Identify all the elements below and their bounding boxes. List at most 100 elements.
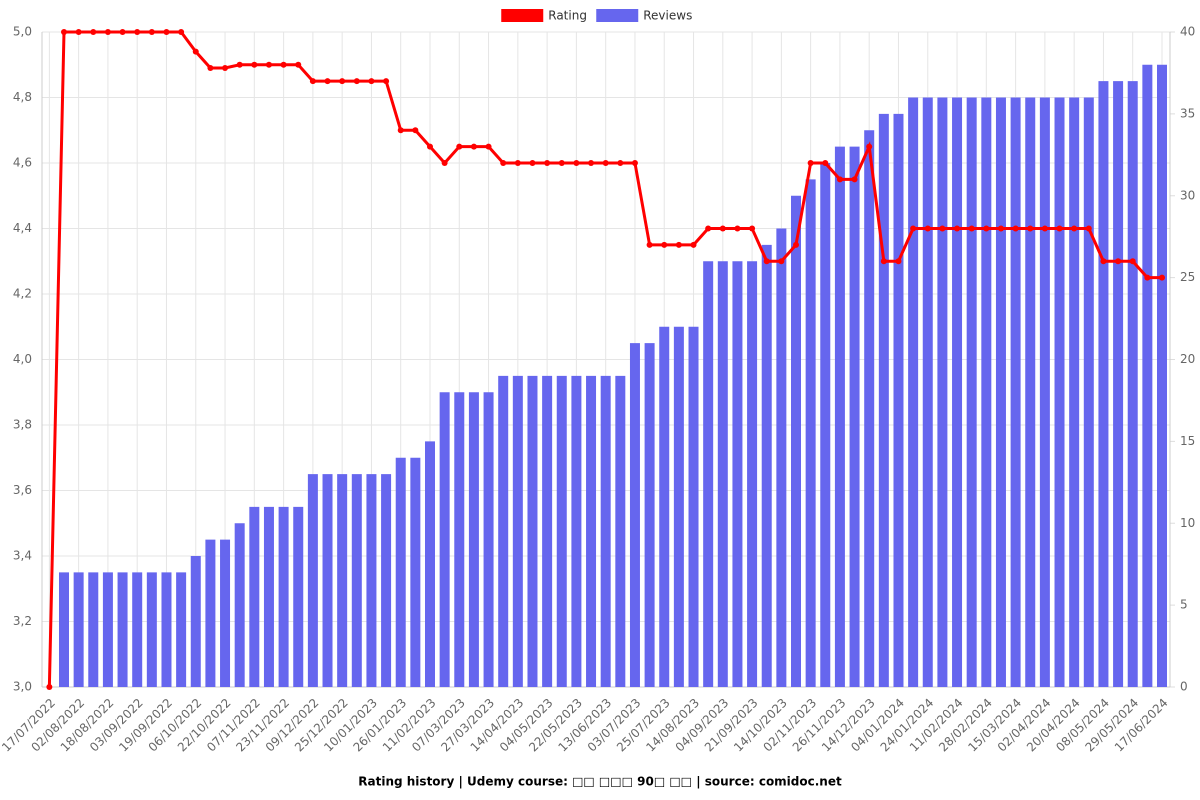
point xyxy=(1056,225,1063,232)
point xyxy=(470,143,477,150)
bar xyxy=(995,97,1006,687)
y2-tick-label: 40 xyxy=(1180,25,1195,39)
y2-tick-label: 30 xyxy=(1180,188,1195,202)
bar xyxy=(1083,97,1094,687)
point xyxy=(1129,258,1136,265)
bar xyxy=(908,97,919,687)
point xyxy=(997,225,1004,232)
point xyxy=(573,160,580,166)
y-tick-label: 3,0 xyxy=(13,680,32,694)
point xyxy=(602,160,609,166)
point xyxy=(968,225,975,232)
bar xyxy=(1054,97,1065,687)
point xyxy=(500,160,507,166)
y2-tick-label: 0 xyxy=(1180,680,1188,694)
point xyxy=(1159,274,1165,281)
bar xyxy=(483,392,494,687)
point xyxy=(119,29,126,35)
point xyxy=(46,684,53,690)
bar xyxy=(102,572,113,687)
point xyxy=(558,160,565,166)
bar xyxy=(161,572,172,687)
point xyxy=(734,225,741,232)
point xyxy=(441,160,448,166)
bar xyxy=(410,457,421,687)
bar xyxy=(205,539,216,687)
point xyxy=(1100,258,1107,265)
point xyxy=(983,225,990,232)
bar xyxy=(527,375,538,687)
point xyxy=(954,225,961,232)
bar xyxy=(1157,64,1167,687)
bar xyxy=(571,375,582,687)
bar xyxy=(600,375,611,687)
point xyxy=(368,78,375,85)
bar xyxy=(629,343,640,687)
bar xyxy=(761,244,772,687)
bar xyxy=(88,572,99,687)
point xyxy=(866,143,873,150)
bar xyxy=(249,506,260,687)
point xyxy=(339,78,346,85)
point xyxy=(1115,258,1122,265)
point xyxy=(104,29,111,35)
point xyxy=(222,65,229,72)
bar xyxy=(922,97,933,687)
bar xyxy=(307,474,318,687)
bar xyxy=(659,326,670,687)
y2-tick-label: 10 xyxy=(1180,516,1195,530)
point xyxy=(90,29,97,35)
bar xyxy=(498,375,509,687)
point xyxy=(1027,225,1034,232)
bar xyxy=(542,375,553,687)
bar xyxy=(864,130,875,687)
bar xyxy=(849,146,860,687)
point xyxy=(661,241,668,248)
bar xyxy=(673,326,684,687)
bar xyxy=(454,392,465,687)
bar xyxy=(278,506,289,687)
legend-swatch xyxy=(501,9,544,22)
point xyxy=(675,241,682,248)
bar xyxy=(834,146,845,687)
point xyxy=(148,29,155,35)
y2-tick-label: 25 xyxy=(1180,270,1195,284)
point xyxy=(529,160,536,166)
point xyxy=(588,160,595,166)
bar xyxy=(176,572,187,687)
point xyxy=(427,143,433,150)
y-tick-label: 5,0 xyxy=(13,25,32,39)
chart-title: Rating history | Udemy course: □□ □□□ 90… xyxy=(358,775,842,789)
bar xyxy=(439,392,450,687)
point xyxy=(910,225,917,232)
bar xyxy=(146,572,157,687)
point xyxy=(353,78,360,85)
point xyxy=(763,258,770,265)
bar xyxy=(351,474,362,687)
point xyxy=(880,258,887,265)
bar xyxy=(293,506,304,687)
legend-label: Rating xyxy=(548,9,587,23)
bar xyxy=(791,195,801,687)
bar xyxy=(132,572,143,687)
point xyxy=(412,127,419,134)
bar xyxy=(1098,81,1109,687)
bar xyxy=(366,474,377,687)
point xyxy=(295,61,302,68)
y2-tick-label: 35 xyxy=(1180,106,1195,120)
y-tick-label: 3,4 xyxy=(13,549,32,563)
legend-label: Reviews xyxy=(643,9,692,23)
bar xyxy=(425,441,435,687)
point xyxy=(514,160,521,166)
point xyxy=(1085,225,1092,232)
point xyxy=(397,127,404,134)
bar xyxy=(395,457,406,687)
point xyxy=(778,258,785,265)
y-tick-label: 4,0 xyxy=(13,352,32,366)
bar xyxy=(263,506,274,687)
y-tick-label: 3,2 xyxy=(13,614,32,628)
bar xyxy=(73,572,84,687)
y2-tick-label: 15 xyxy=(1180,434,1195,448)
